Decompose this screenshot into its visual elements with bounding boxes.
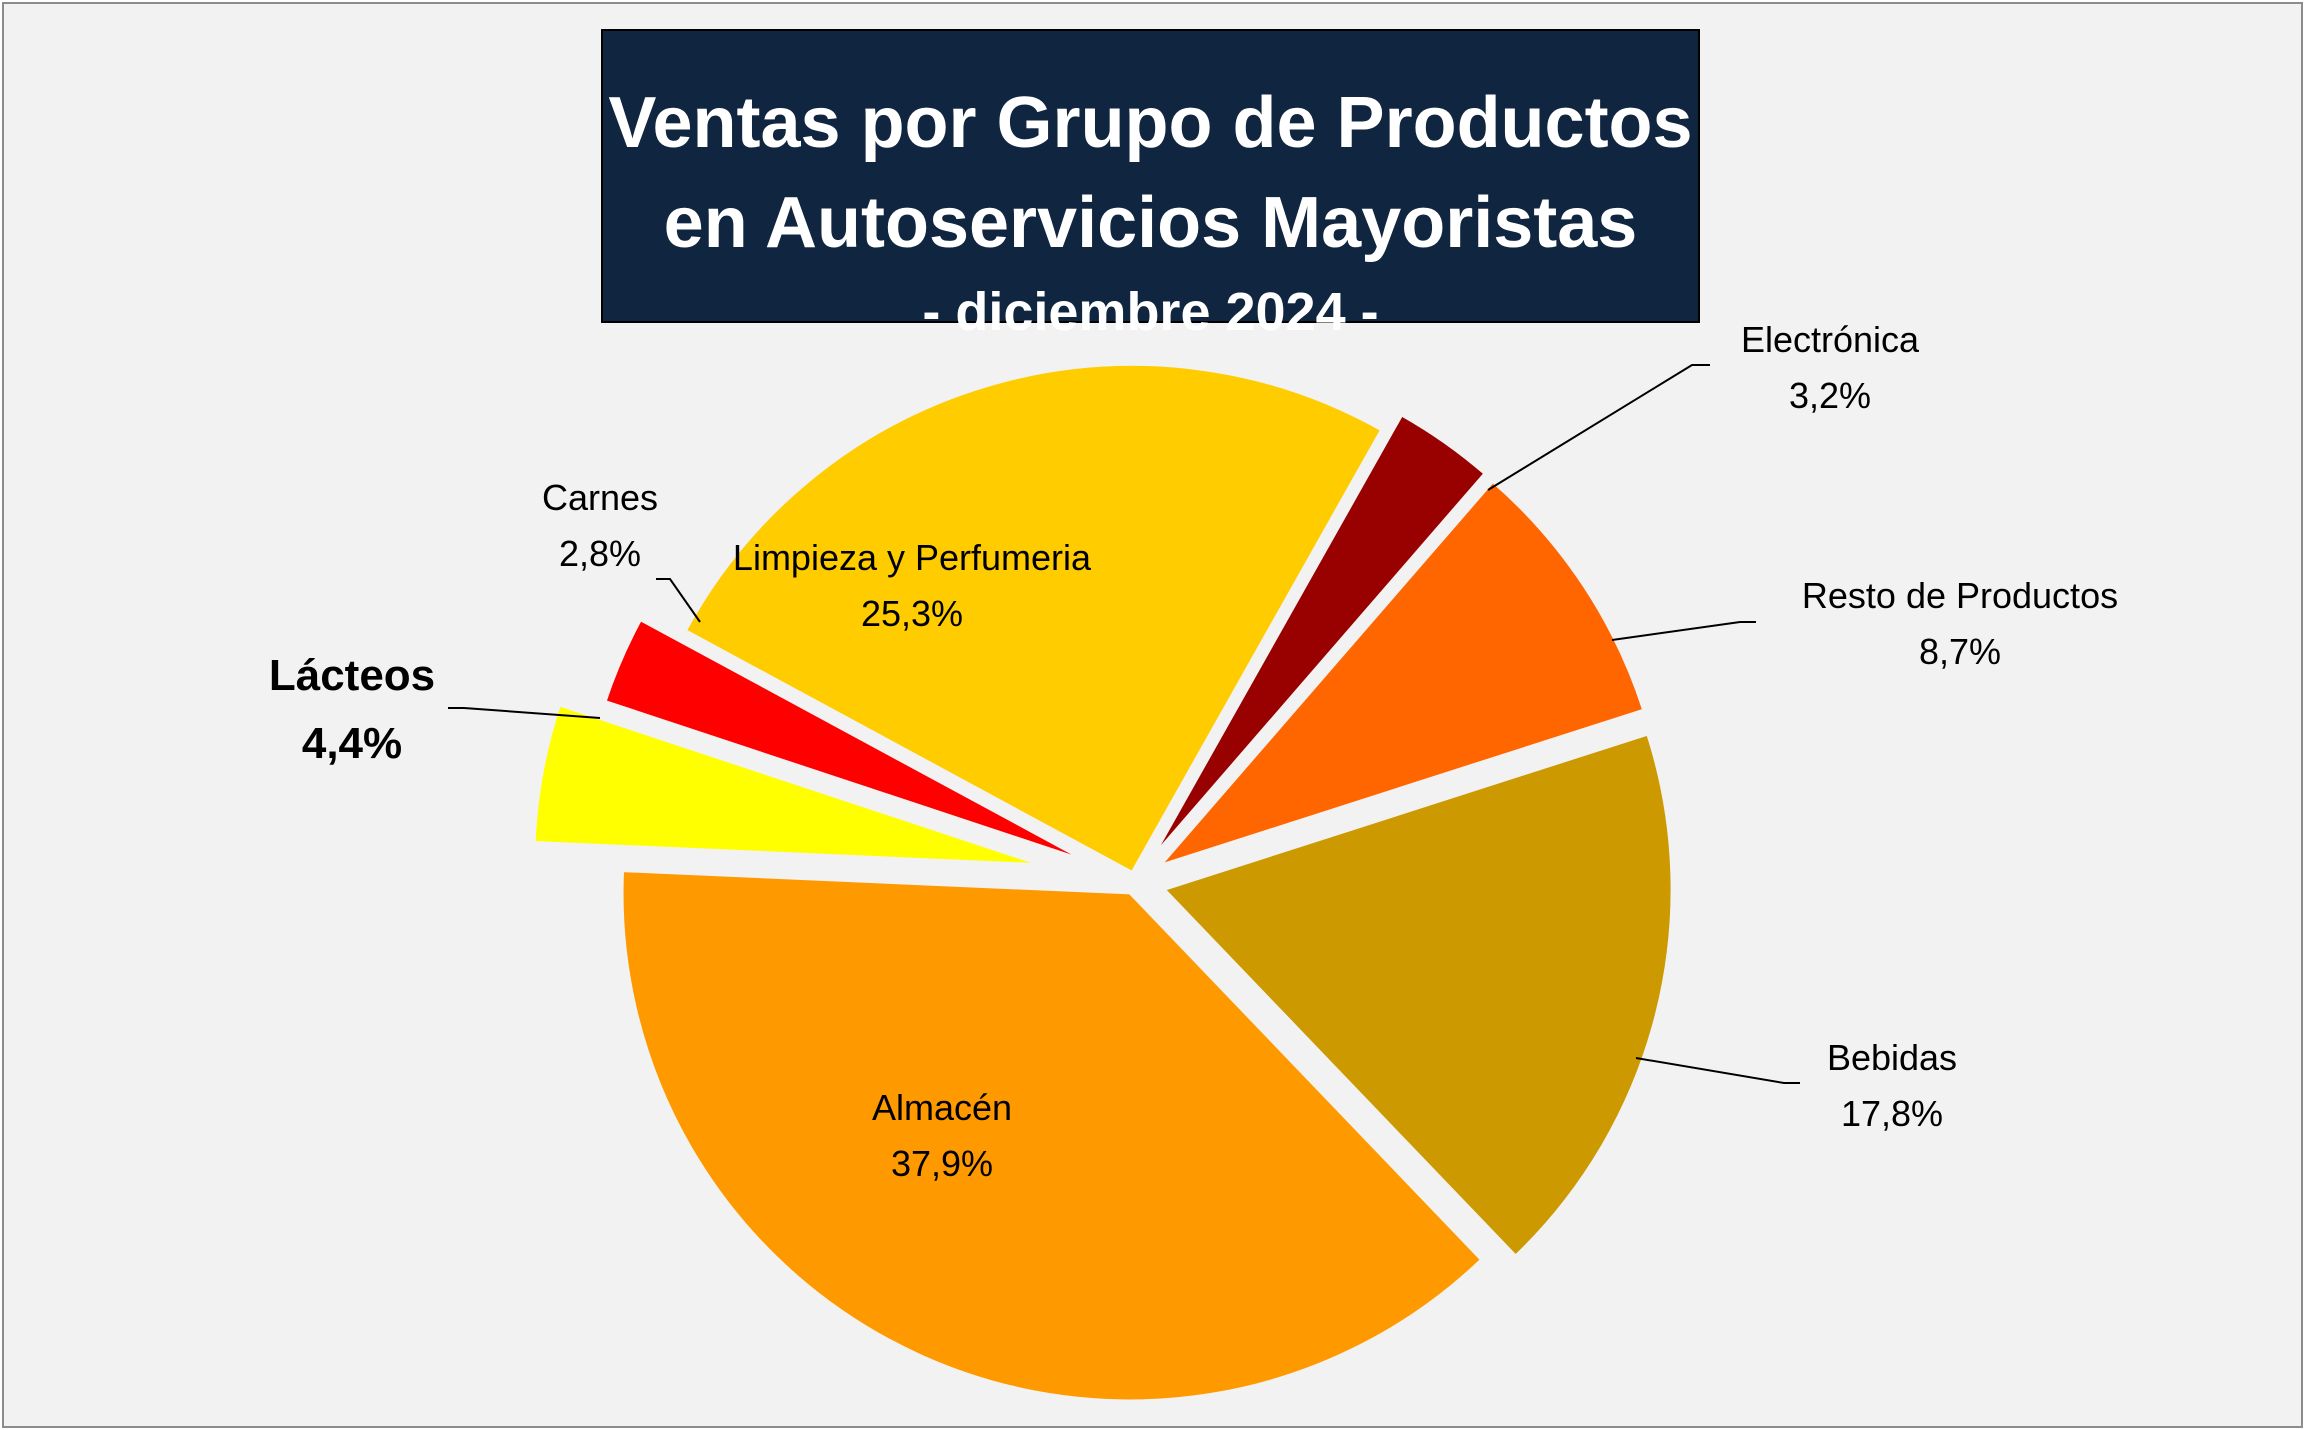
slice-value-label: 4,4%: [302, 719, 402, 768]
slice-label: Resto de Productos: [1802, 575, 2118, 616]
leader-line: [1611, 621, 1756, 641]
pie-slice-electrónica: [1150, 412, 1488, 859]
slice-value-label: 37,9%: [891, 1143, 993, 1184]
slice-label: Almacén: [872, 1087, 1012, 1128]
pie-slice-bebidas: [1161, 732, 1674, 1259]
leader-line: [1635, 1057, 1800, 1084]
slice-value-label: 2,8%: [559, 533, 641, 574]
pie-slice-almacén: [620, 869, 1484, 1403]
pie-slice-lácteos: [532, 703, 1043, 867]
chart-subtitle: - diciembre 2024 -: [922, 282, 1379, 342]
slice-label: Bebidas: [1827, 1037, 1957, 1078]
slice-value-label: 3,2%: [1789, 375, 1871, 416]
leader-line: [448, 707, 601, 719]
chart-title-line-2: en Autoservicios Mayoristas: [663, 183, 1638, 263]
pie-slice-carnes: [603, 617, 1088, 863]
pie-slice-limpieza-y-perfumeria: [683, 362, 1384, 875]
slice-label: Limpieza y Perfumeria: [733, 537, 1092, 578]
slice-label: Carnes: [542, 477, 658, 518]
slice-value-label: 17,8%: [1841, 1093, 1943, 1134]
chart-title-line-1: Ventas por Grupo de Productos: [608, 83, 1693, 163]
leader-line: [656, 578, 701, 623]
chart-title-box: Ventas por Grupo de Productos en Autoser…: [601, 29, 1700, 342]
slice-value-label: 25,3%: [861, 593, 963, 634]
leader-line: [1487, 364, 1710, 491]
pie-slice-resto-de-productos: [1155, 479, 1646, 869]
slice-value-label: 8,7%: [1919, 631, 2001, 672]
slice-label: Lácteos: [269, 651, 435, 700]
slice-label: Electrónica: [1741, 319, 1920, 360]
